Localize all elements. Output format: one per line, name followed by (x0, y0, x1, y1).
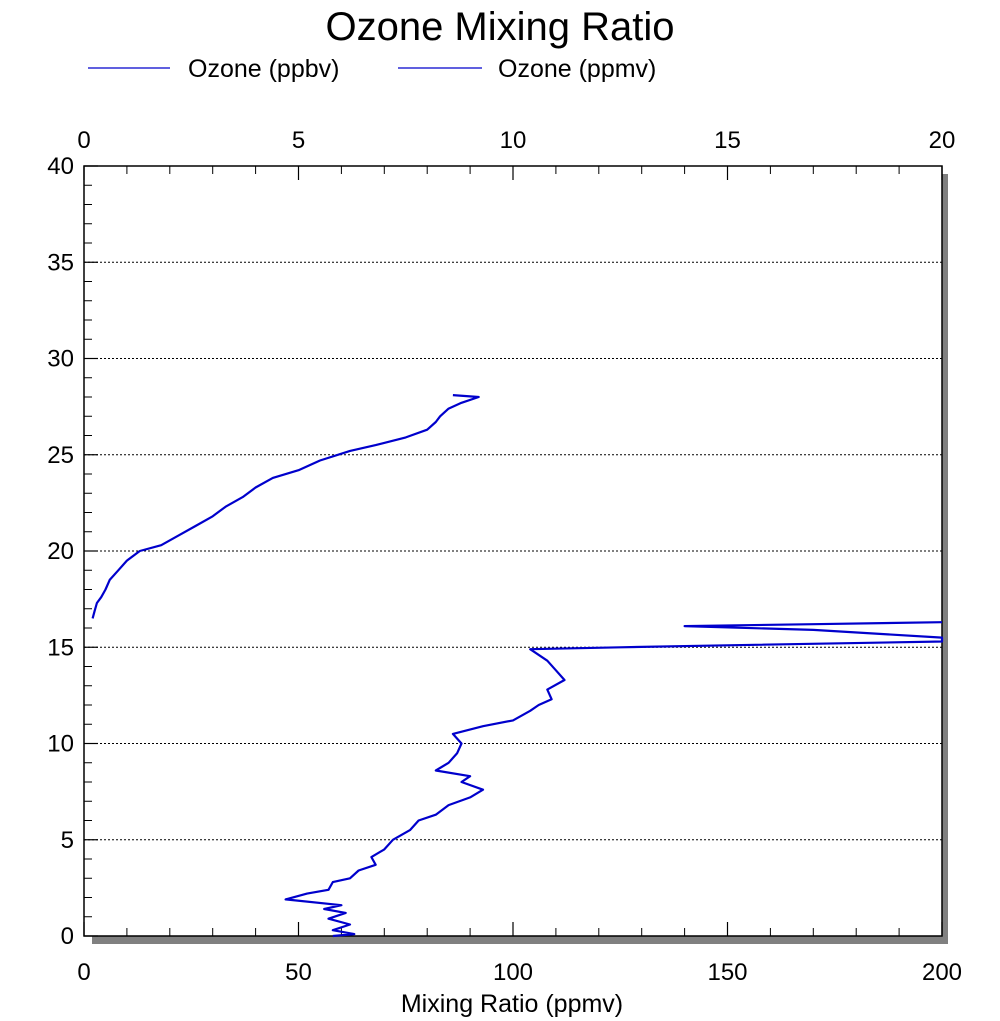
y-tick-label: 25 (47, 442, 74, 469)
series-line-ppbv (284, 621, 944, 938)
top-x-tick-label: 15 (714, 127, 741, 154)
bottom-x-tick-label: 0 (77, 959, 90, 986)
bottom-x-tick-label: 200 (922, 959, 962, 986)
y-tick-label: 10 (47, 731, 74, 758)
grid-lines (84, 261, 942, 841)
series-line-ppmv (91, 394, 480, 619)
top-x-tick-label: 5 (292, 127, 305, 154)
bottom-x-tick-label: 150 (707, 959, 747, 986)
y-tick-label: 0 (61, 923, 74, 950)
top-x-tick-label: 20 (929, 127, 956, 154)
y-tick-label: 35 (47, 249, 74, 276)
y-tick-label: 20 (47, 538, 74, 565)
y-tick-label: 30 (47, 346, 74, 373)
bottom-x-tick-label: 100 (493, 959, 533, 986)
legend: Ozone (ppbv) Ozone (ppmv) (88, 55, 656, 83)
axis-ticks (83, 165, 943, 937)
chart-title: Ozone Mixing Ratio (325, 5, 674, 49)
legend-label-ppmv: Ozone (ppmv) (498, 55, 656, 83)
bottom-x-tick-label: 50 (285, 959, 312, 986)
data-series (91, 394, 944, 938)
x-axis-title: Mixing Ratio (ppmv) (401, 990, 623, 1018)
y-tick-label: 15 (47, 634, 74, 661)
legend-label-ppbv: Ozone (ppbv) (188, 55, 339, 83)
top-x-tick-label: 10 (500, 127, 527, 154)
y-tick-label: 40 (47, 153, 74, 180)
y-tick-label: 5 (61, 827, 74, 854)
top-x-tick-label: 0 (77, 127, 90, 154)
